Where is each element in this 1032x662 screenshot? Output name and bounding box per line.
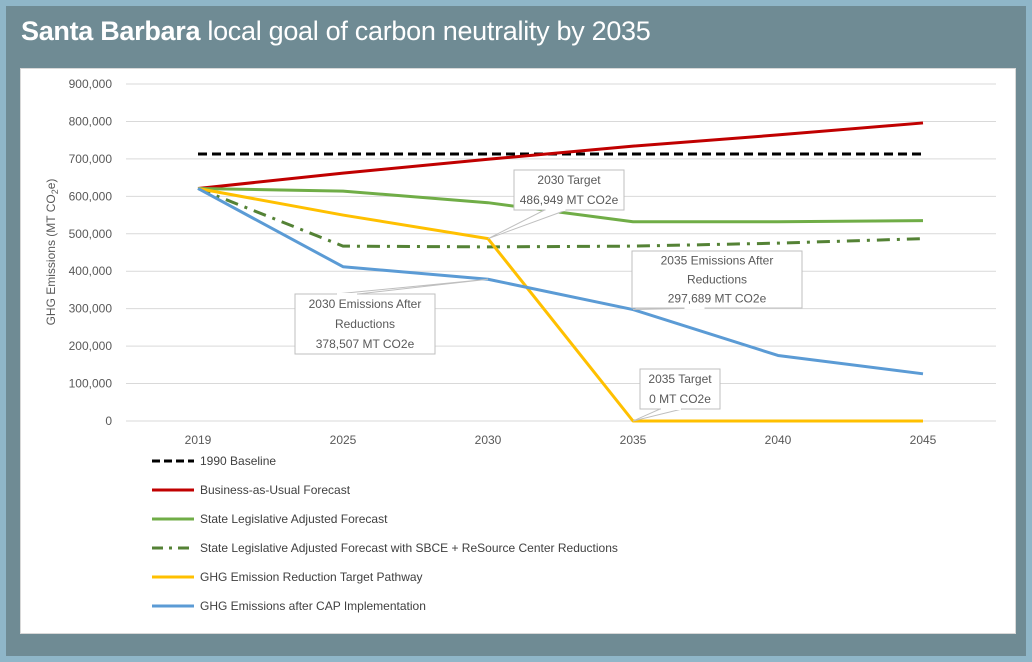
legend-label: 1990 Baseline [200, 454, 276, 468]
annotation-box [513, 169, 625, 211]
annotation-text: 378,507 MT CO2e [316, 337, 415, 351]
y-tick-label: 500,000 [69, 227, 113, 241]
plot-area [20, 68, 1016, 634]
annotation-text: 297,689 MT CO2e [668, 292, 767, 306]
legend-label: State Legislative Adjusted Forecast [200, 512, 388, 526]
callout-pointer [632, 408, 683, 422]
annotation-box [639, 368, 721, 410]
y-tick-label: 200,000 [69, 339, 113, 353]
x-tick-label: 2040 [765, 433, 792, 447]
x-tick-label: 2019 [185, 433, 212, 447]
y-tick-label: 100,000 [69, 377, 113, 391]
legend-label: GHG Emissions after CAP Implementation [200, 599, 426, 613]
y-tick-label: 900,000 [69, 77, 113, 91]
callout-pointer [487, 209, 567, 240]
x-tick-label: 2025 [330, 433, 357, 447]
annotation-text: 2030 Target [537, 173, 601, 187]
x-tick-label: 2035 [620, 433, 647, 447]
title-rest: local goal of carbon neutrality by 2035 [200, 16, 651, 46]
legend-label: State Legislative Adjusted Forecast with… [200, 541, 618, 555]
y-tick-label: 700,000 [69, 152, 113, 166]
series-line [197, 187, 924, 249]
annotation-text: 0 MT CO2e [649, 392, 711, 406]
chart-title: Santa Barbara local goal of carbon neutr… [21, 16, 651, 47]
annotation-box [631, 250, 803, 309]
series-line [197, 121, 924, 190]
title-bold: Santa Barbara [21, 16, 201, 46]
annotation-text: 2035 Emissions After [661, 254, 774, 268]
x-tick-label: 2045 [910, 433, 937, 447]
y-tick-label: 800,000 [69, 114, 113, 128]
annotation-box [294, 293, 436, 355]
legend-label: Business-as-Usual Forecast [200, 483, 351, 497]
annotation-text: 2035 Target [648, 372, 712, 386]
annotation-text: 486,949 MT CO2e [520, 193, 619, 207]
legend-label: GHG Emission Reduction Target Pathway [200, 570, 423, 584]
annotation-text: Reductions [335, 317, 395, 331]
series-line [197, 186, 923, 423]
annotation-text: 2030 Emissions After [309, 297, 422, 311]
y-tick-label: 400,000 [69, 264, 113, 278]
y-tick-label: 300,000 [69, 302, 113, 316]
series-line [197, 187, 924, 376]
callout-pointer [335, 278, 489, 295]
y-tick-label: 600,000 [69, 189, 113, 203]
x-tick-label: 2030 [475, 433, 502, 447]
y-tick-label: 0 [105, 414, 112, 428]
y-axis-label: GHG Emissions (MT CO2e) [44, 179, 60, 326]
annotation-text: Reductions [687, 273, 747, 287]
